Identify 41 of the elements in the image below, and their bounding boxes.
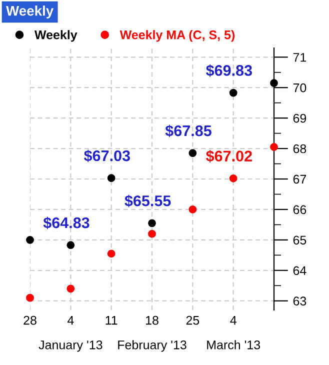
x-tick-label: 25 [186, 316, 200, 325]
point [26, 294, 34, 302]
text: March '13 [207, 340, 260, 350]
x-tick-label: 18 [146, 316, 158, 325]
data-label: $67.85 [165, 124, 212, 138]
point [66, 241, 75, 250]
data-label: $65.55 [124, 194, 171, 208]
point [229, 88, 238, 97]
point [188, 206, 197, 214]
y-tick-label: 69 [293, 114, 306, 123]
y-tick-label: 63 [293, 296, 306, 306]
point [270, 79, 278, 87]
x-tick-label: 11 [106, 316, 118, 325]
y-tick-label: 64 [293, 266, 306, 276]
legend-label: Weekly [34, 30, 78, 42]
text: February '13 [118, 340, 186, 352]
point [270, 143, 278, 151]
point [107, 250, 116, 258]
point [148, 230, 156, 238]
data-label: $67.02 [206, 150, 252, 162]
data-label: $69.83 [206, 64, 252, 77]
data-label: $64.83 [43, 216, 90, 230]
point [66, 284, 75, 293]
point [188, 149, 197, 158]
point [229, 174, 238, 182]
y-tick-label: 68 [293, 144, 306, 154]
data-label: $67.03 [84, 150, 130, 162]
text: January '13 [38, 340, 102, 352]
legend-label: Weekly MA (C, S, 5) [120, 30, 235, 42]
point [26, 236, 34, 244]
x-tick-label: 4 [230, 316, 236, 325]
y-tick-label: 70 [293, 83, 306, 92]
x-tick-label: 28 [24, 316, 36, 325]
point [148, 219, 156, 228]
y-tick-label: 66 [293, 205, 306, 214]
y-tick-label: 67 [293, 174, 306, 184]
y-tick-label: 65 [293, 236, 306, 245]
x-tick-label: 4 [67, 316, 74, 325]
y-tick-label: 71 [293, 53, 306, 62]
point [107, 174, 116, 182]
chart-title: Weekly [6, 6, 54, 18]
